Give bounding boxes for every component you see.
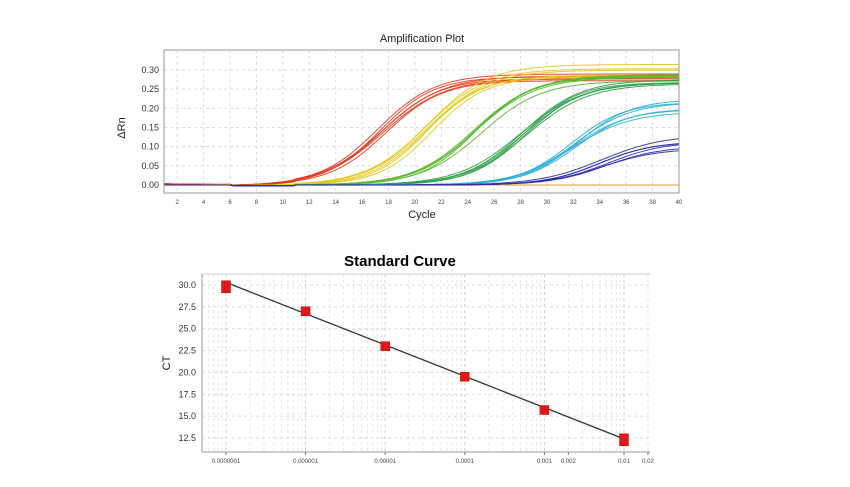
standard-curve-y-axis-label: CT xyxy=(161,355,173,370)
amp-y-tick-label: 0.05 xyxy=(141,161,159,171)
amp-x-tick-label: 14 xyxy=(332,200,339,206)
amplification-curve xyxy=(164,103,680,187)
std-x-tick-label: 0.02 xyxy=(642,459,654,465)
std-y-tick-label: 27.5 xyxy=(178,302,196,312)
amplification-plot-title: Amplification Plot xyxy=(380,33,464,45)
amp-x-tick-label: 10 xyxy=(280,200,287,206)
amplification-curve xyxy=(164,143,680,187)
amplification-curves xyxy=(163,64,680,187)
amp-y-tick-label: 0.10 xyxy=(141,142,159,152)
standard-curve-fit-line xyxy=(225,281,625,440)
amp-x-tick-label: 8 xyxy=(255,200,259,206)
amp-x-tick-label: 40 xyxy=(676,200,683,206)
amp-x-tick-label: 2 xyxy=(176,200,180,206)
standard-curve-point xyxy=(300,306,311,316)
std-y-tick-label: 15.0 xyxy=(178,411,196,421)
amp-x-tick-label: 30 xyxy=(544,200,551,206)
standard-curve-fit xyxy=(225,281,625,440)
standard-curve-y-ticks: 12.5 15.0 17.5 20.0 22.5 25.0 27.5 30.0 xyxy=(178,280,196,443)
amp-x-tick-label: 20 xyxy=(412,200,419,206)
standard-curve-plot: Standard Curve 12.5 15.0 17.5 20.0 22.5 25.0 2… xyxy=(161,253,654,465)
amp-x-tick-label: 28 xyxy=(517,200,524,206)
amp-x-tick-label: 22 xyxy=(438,200,445,206)
standard-curve-point xyxy=(380,341,390,351)
amplification-x-ticks: 2 4 6 8 10 12 14 16 18 20 22 24 26 28 30 32 34 36 38 40 xyxy=(176,200,683,206)
std-y-tick-label: 12.5 xyxy=(178,433,196,443)
amplification-curve xyxy=(164,103,680,187)
amp-x-tick-label: 26 xyxy=(491,200,498,206)
amplification-curve xyxy=(164,143,680,187)
standard-curve-point xyxy=(221,280,231,293)
amplification-x-axis-label: Cycle xyxy=(408,209,436,221)
amp-y-tick-label: 0.15 xyxy=(141,123,159,133)
amplification-y-axis-label: ΔRn xyxy=(116,117,128,138)
amp-x-tick-label: 32 xyxy=(570,200,577,206)
amp-y-tick-label: 0.00 xyxy=(141,180,159,190)
amp-x-tick-label: 36 xyxy=(623,200,630,206)
amplification-plot-frame xyxy=(163,49,680,194)
amp-y-tick-label: 0.25 xyxy=(141,84,159,94)
amplification-y-ticks: 0.00 0.05 0.10 0.15 0.20 0.25 0.30 xyxy=(141,65,159,190)
std-x-tick-label: 0.00001 xyxy=(374,459,396,465)
amp-y-tick-label: 0.30 xyxy=(141,65,159,75)
amp-x-tick-label: 18 xyxy=(385,200,392,206)
amplification-curve xyxy=(164,100,680,187)
std-y-tick-label: 30.0 xyxy=(178,280,196,290)
standard-curve-point xyxy=(460,372,470,382)
std-x-tick-label: 0.0000001 xyxy=(212,459,241,465)
std-x-tick-label: 0.001 xyxy=(537,459,553,465)
standard-curve-x-ticks: 0.0000001 0.000001 0.00001 0.0001 0.001 0.002… xyxy=(212,452,654,465)
std-y-tick-label: 20.0 xyxy=(178,367,196,377)
standard-curve-title: Standard Curve xyxy=(344,253,456,270)
amp-y-tick-label: 0.20 xyxy=(141,103,159,113)
standard-curve-point xyxy=(619,433,629,446)
std-y-tick-label: 17.5 xyxy=(178,389,196,399)
amplification-plot: Amplification Plot 0.000.050.100.150.200… xyxy=(116,33,683,221)
std-x-tick-label: 0.0001 xyxy=(456,459,475,465)
amp-x-tick-label: 12 xyxy=(306,200,313,206)
amp-x-tick-label: 16 xyxy=(359,200,366,206)
std-y-tick-label: 22.5 xyxy=(178,346,196,356)
amplification-curve xyxy=(164,144,680,187)
std-y-tick-label: 25.0 xyxy=(178,324,196,334)
amp-x-tick-label: 24 xyxy=(464,200,471,206)
amp-x-tick-label: 6 xyxy=(228,200,232,206)
amp-x-tick-label: 34 xyxy=(596,200,603,206)
amplification-curve xyxy=(164,148,680,187)
standard-curve-grid xyxy=(201,274,650,452)
std-x-tick-label: 0.002 xyxy=(561,459,577,465)
standard-curve-points xyxy=(221,280,629,446)
std-x-tick-label: 0.000001 xyxy=(293,459,319,465)
amp-x-tick-label: 4 xyxy=(202,200,206,206)
amp-x-tick-label: 38 xyxy=(649,200,656,206)
std-x-tick-label: 0.01 xyxy=(618,459,630,465)
standard-curve-point xyxy=(539,405,550,415)
